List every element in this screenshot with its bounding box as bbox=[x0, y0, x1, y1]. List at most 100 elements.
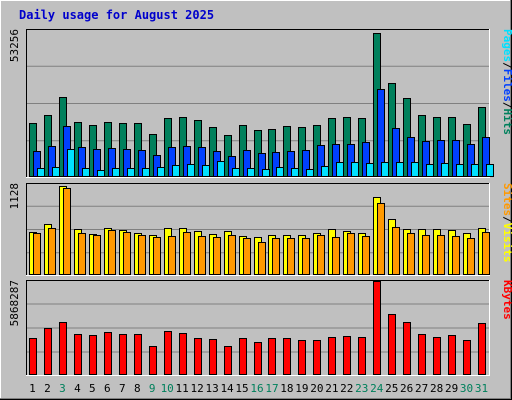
hits-pages-bar-day-22 bbox=[351, 162, 359, 177]
visits-sites-bar-day-19 bbox=[302, 238, 310, 275]
kbytes-kbytes-bar-day-9 bbox=[149, 346, 157, 375]
legend-part: / bbox=[501, 216, 512, 223]
x-tick-label-day-27: 27 bbox=[415, 382, 428, 395]
hits-pages-bar-day-28 bbox=[441, 163, 449, 177]
hits-pages-bar-day-27 bbox=[426, 164, 434, 177]
legend-part: Files bbox=[501, 69, 512, 102]
kbytes-kbytes-bar-day-13 bbox=[209, 339, 217, 375]
kbytes-kbytes-bar-day-28 bbox=[433, 337, 441, 375]
legend-part: Hits bbox=[501, 109, 512, 136]
hits-pages-bar-day-15 bbox=[247, 168, 255, 177]
kbytes-kbytes-bar-day-22 bbox=[343, 336, 351, 375]
x-tick-label-day-20: 20 bbox=[310, 382, 323, 395]
x-tick-label-day-4: 4 bbox=[74, 382, 81, 395]
visits-sites-bar-day-20 bbox=[317, 235, 325, 275]
x-tick-label-day-30: 30 bbox=[460, 382, 473, 395]
panel-hits-legend-label: Pages/Files/Hits bbox=[501, 29, 512, 135]
hits-pages-bar-day-17 bbox=[276, 167, 284, 177]
x-tick-label-day-23: 23 bbox=[355, 382, 368, 395]
visits-sites-bar-day-7 bbox=[123, 232, 131, 275]
kbytes-kbytes-bar-day-18 bbox=[283, 338, 291, 375]
visits-sites-bar-day-29 bbox=[452, 236, 460, 275]
hits-pages-bar-day-23 bbox=[366, 163, 374, 177]
hits-pages-bar-day-1 bbox=[37, 168, 45, 177]
hits-pages-bar-day-31 bbox=[486, 164, 494, 177]
hits-pages-bar-day-9 bbox=[157, 167, 165, 177]
kbytes-kbytes-bar-day-23 bbox=[358, 337, 366, 375]
hits-pages-bar-day-3 bbox=[67, 149, 75, 177]
kbytes-kbytes-bar-day-2 bbox=[44, 328, 52, 375]
hits-pages-bar-day-16 bbox=[262, 169, 270, 177]
visits-sites-bar-day-2 bbox=[48, 228, 56, 275]
x-tick-label-day-10: 10 bbox=[161, 382, 174, 395]
x-tick-label-day-21: 21 bbox=[325, 382, 338, 395]
panel-kbytes: 5868287 KBytes bbox=[8, 280, 512, 376]
x-tick-label-day-9: 9 bbox=[149, 382, 156, 395]
visits-sites-bar-day-3 bbox=[63, 188, 71, 275]
x-tick-label-day-11: 11 bbox=[176, 382, 189, 395]
kbytes-kbytes-bar-day-25 bbox=[388, 314, 396, 375]
x-tick-label-day-14: 14 bbox=[220, 382, 234, 395]
kbytes-kbytes-bar-day-20 bbox=[313, 340, 321, 375]
hits-pages-bar-day-13 bbox=[217, 161, 225, 177]
x-tick-label-day-1: 1 bbox=[29, 382, 36, 395]
kbytes-kbytes-bar-day-7 bbox=[119, 334, 127, 375]
x-tick-label-day-18: 18 bbox=[280, 382, 293, 395]
legend-part: / bbox=[501, 62, 512, 69]
hits-pages-bar-day-24 bbox=[381, 162, 389, 177]
kbytes-kbytes-bar-day-1 bbox=[29, 338, 37, 375]
visits-sites-bar-day-15 bbox=[243, 238, 251, 275]
visits-sites-bar-day-27 bbox=[422, 235, 430, 275]
hits-pages-bar-day-25 bbox=[396, 162, 404, 177]
hits-pages-bar-day-6 bbox=[112, 168, 120, 177]
kbytes-kbytes-bar-day-24 bbox=[373, 281, 381, 375]
x-tick-label-day-26: 26 bbox=[400, 382, 413, 395]
kbytes-kbytes-bar-day-30 bbox=[463, 340, 471, 375]
visits-sites-bar-day-9 bbox=[153, 237, 161, 275]
panel-kbytes-axis-max-label: 5868287 bbox=[8, 280, 21, 326]
panel-visits-legend-label: Sites/Visits bbox=[501, 183, 512, 263]
kbytes-kbytes-bar-day-26 bbox=[403, 322, 411, 375]
x-tick-label-day-24: 24 bbox=[370, 382, 384, 395]
visits-sites-bar-day-16 bbox=[258, 242, 266, 275]
x-tick-label-day-16: 16 bbox=[250, 382, 263, 395]
hits-pages-bar-day-4 bbox=[82, 168, 90, 177]
panel-visits-axis-max-label: 1128 bbox=[8, 183, 21, 210]
hits-pages-bar-day-29 bbox=[456, 164, 464, 177]
hits-pages-bar-day-10 bbox=[172, 165, 180, 177]
kbytes-kbytes-bar-day-14 bbox=[224, 346, 232, 375]
kbytes-kbytes-bar-day-16 bbox=[254, 342, 262, 375]
visits-sites-bar-day-18 bbox=[287, 238, 295, 275]
visits-sites-bar-day-1 bbox=[33, 233, 41, 275]
chart-title: Daily usage for August 2025 bbox=[19, 8, 214, 22]
chart-panels: 53256Pages/Files/Hits1128Sites/Visits586… bbox=[8, 29, 512, 376]
x-tick-label-day-15: 15 bbox=[235, 382, 248, 395]
panel-kbytes-legend-label: KBytes bbox=[501, 280, 512, 320]
x-tick-label-day-31: 31 bbox=[475, 382, 488, 395]
hits-pages-bar-day-21 bbox=[336, 162, 344, 177]
kbytes-kbytes-bar-day-31 bbox=[478, 323, 486, 375]
legend-part: Pages bbox=[501, 29, 512, 62]
kbytes-kbytes-bar-day-10 bbox=[164, 331, 172, 375]
visits-sites-bar-day-11 bbox=[183, 232, 191, 275]
visits-sites-bar-day-4 bbox=[78, 233, 86, 275]
visits-sites-bar-day-22 bbox=[347, 233, 355, 275]
x-tick-label-day-12: 12 bbox=[191, 382, 204, 395]
visits-sites-bar-day-13 bbox=[213, 237, 221, 275]
visits-sites-bar-day-23 bbox=[362, 236, 370, 275]
kbytes-kbytes-bar-day-27 bbox=[418, 334, 426, 375]
hits-pages-bar-day-18 bbox=[291, 168, 299, 177]
hits-pages-bar-day-2 bbox=[52, 167, 60, 177]
visits-sites-bar-day-14 bbox=[228, 235, 236, 275]
kbytes-kbytes-bar-day-19 bbox=[298, 340, 306, 375]
hits-pages-bar-day-8 bbox=[142, 168, 150, 177]
legend-part: Visits bbox=[501, 223, 512, 263]
panel-visits: 1128 Sites/Visits bbox=[8, 183, 512, 276]
hits-pages-bar-day-19 bbox=[306, 169, 314, 177]
kbytes-kbytes-bar-day-3 bbox=[59, 322, 67, 375]
hits-pages-bar-day-12 bbox=[202, 165, 210, 177]
visits-sites-bar-day-28 bbox=[437, 235, 445, 275]
x-tick-label-day-3: 3 bbox=[59, 382, 66, 395]
x-tick-label-day-8: 8 bbox=[134, 382, 141, 395]
